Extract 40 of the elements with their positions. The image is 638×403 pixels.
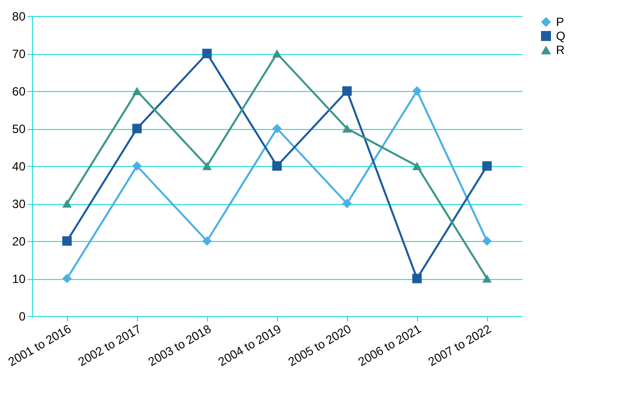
point (342, 124, 352, 133)
point (412, 86, 422, 96)
point (412, 162, 422, 170)
point (272, 161, 282, 171)
y-tick-label: 30 (12, 197, 26, 211)
point (62, 274, 72, 284)
legend-label: Q (556, 29, 566, 43)
point (272, 49, 282, 58)
y-tick-label: 40 (12, 160, 26, 174)
x-tick-label: 2002 to 2017 (76, 322, 144, 369)
point (202, 236, 212, 246)
x-tick-label: 2001 to 2016 (6, 322, 74, 369)
point (482, 274, 492, 283)
y-tick-label: 50 (12, 122, 26, 136)
point (62, 236, 72, 246)
y-tick-label: 70 (12, 47, 26, 61)
point (342, 198, 352, 208)
point (132, 124, 142, 134)
legend-label: P (556, 15, 564, 29)
x-tick-label: 2004 to 2019 (216, 322, 284, 369)
x-tick-label: 2005 to 2020 (286, 322, 354, 369)
x-tick-label: 2007 to 2022 (426, 322, 494, 369)
y-tick-label: 20 (12, 234, 26, 248)
y-tick-label: 10 (12, 272, 26, 286)
point (342, 86, 352, 96)
point (272, 124, 282, 134)
point (132, 161, 142, 171)
point (202, 162, 212, 170)
y-tick-label: 60 (12, 84, 26, 98)
x-tick-label: 2003 to 2018 (146, 322, 214, 369)
y-tick-label: 80 (12, 10, 26, 24)
x-tick-label: 2006 to 2021 (356, 322, 424, 369)
point (412, 274, 422, 284)
point (482, 161, 492, 171)
legend-label: R (556, 43, 565, 57)
point (132, 86, 142, 96)
y-tick-label: 0 (18, 310, 26, 324)
point (62, 199, 72, 208)
point (202, 48, 212, 58)
point (482, 236, 492, 246)
